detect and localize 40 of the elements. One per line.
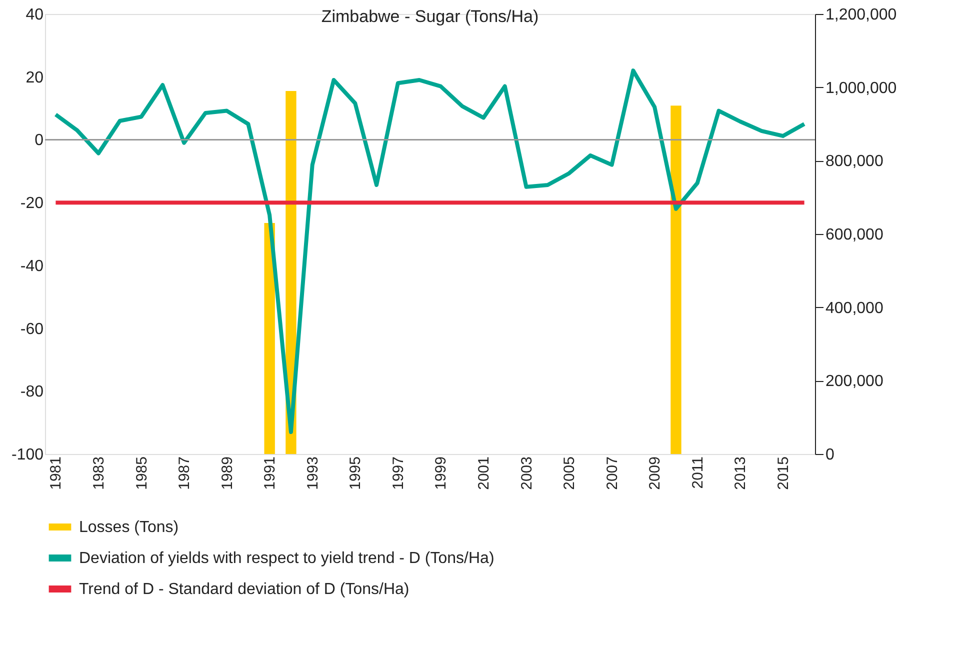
x-tick-label: 1983: [90, 456, 108, 490]
x-tick-label: 1987: [176, 456, 194, 490]
legend-label: Trend of D - Standard deviation of D (Tons/Ha): [79, 581, 410, 598]
y-tick-label: -80: [20, 384, 44, 401]
legend-label: Deviation of yields with respect to yield trend - D (Tons/Ha): [79, 550, 494, 567]
y2-tick-label: 1,000,000: [826, 80, 897, 97]
y2-tick-label: 1,200,000: [826, 6, 897, 24]
y-tick-label: -100: [11, 446, 44, 464]
x-tick-label: 2007: [604, 456, 621, 490]
x-tick-label: 1997: [390, 456, 407, 490]
y-tick-label: 0: [34, 132, 44, 150]
x-tick-label: 1999: [432, 456, 450, 490]
x-tick-label: 2005: [561, 456, 578, 490]
line-series: [54, 68, 806, 434]
y2-tick-label: 400,000: [826, 300, 884, 317]
y-tick-label: 20: [26, 69, 44, 86]
x-tick-label: 1995: [347, 456, 364, 490]
x-tick-label: 1985: [133, 456, 150, 490]
y2-tick-label: 600,000: [826, 226, 884, 244]
x-tick-label: 2003: [518, 456, 536, 490]
x-tick-label: 1991: [262, 456, 279, 490]
x-tick-label: 2015: [774, 456, 792, 490]
x-tick-label: 2001: [475, 456, 492, 490]
chart-title: Zimbabwe - Sugar (Tons/Ha): [321, 7, 539, 26]
legend-label: Losses (Tons): [79, 519, 179, 536]
y-tick-label: -40: [20, 258, 44, 275]
x-tick-label: 2013: [732, 456, 750, 490]
x-tick-label: 2009: [646, 456, 664, 490]
y2-tick-label: 200,000: [826, 373, 884, 390]
y-tick-label: 40: [26, 6, 44, 24]
bar: [670, 106, 682, 454]
bar: [264, 223, 275, 454]
y-tick-label: -60: [20, 320, 44, 338]
y-tick-label: -20: [20, 195, 44, 212]
y2-tick-label: 0: [826, 446, 834, 464]
x-tick-label: 1993: [304, 456, 322, 490]
x-tick-label: 1981: [48, 456, 65, 490]
x-tick-label: 1989: [218, 456, 236, 490]
y2-tick-label: 800,000: [826, 153, 884, 170]
x-tick-label: 2011: [689, 456, 706, 489]
